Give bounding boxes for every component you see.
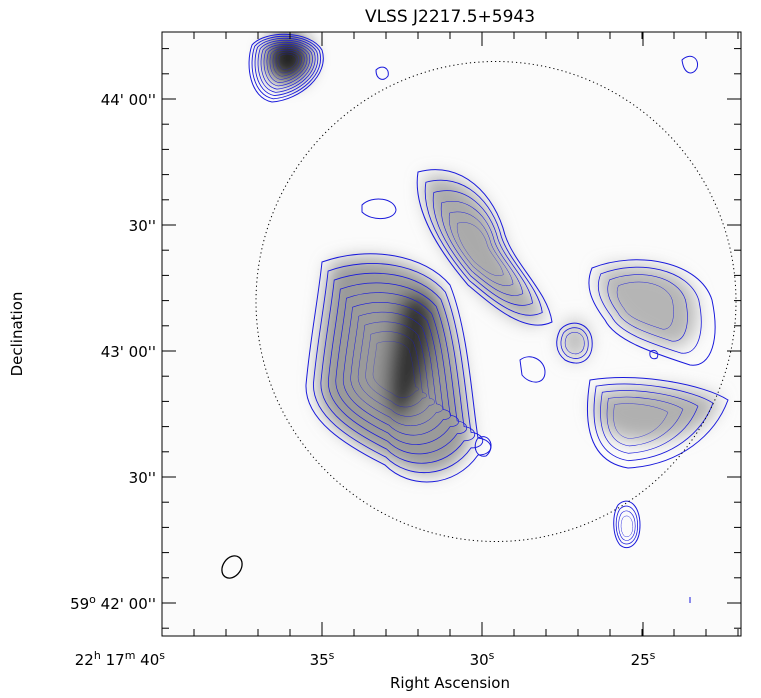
tick-label-sup: s [489, 649, 495, 662]
contour [440, 201, 524, 296]
contour [613, 403, 669, 439]
y-axis-label: Declination [8, 292, 26, 377]
beam [221, 555, 243, 579]
title: VLSS J2217.5+5943 [365, 7, 535, 27]
tick-label-part: 40 [135, 651, 159, 669]
tick-label-part: 35 [310, 651, 329, 669]
contour [649, 349, 659, 360]
contour [620, 515, 634, 538]
contour [432, 190, 533, 306]
frame [161, 31, 742, 637]
contour [257, 39, 316, 93]
contour [327, 282, 468, 455]
tick-label-part: 25 [631, 651, 650, 669]
contour [613, 500, 641, 549]
tick-label-part: 44' 00'' [101, 91, 156, 109]
contour [312, 263, 484, 474]
contours [248, 33, 729, 549]
image [162, 32, 741, 636]
contour [616, 281, 674, 330]
contour [556, 322, 593, 364]
tick-label-sup: s [650, 649, 656, 662]
contour [519, 356, 546, 383]
contour [448, 211, 514, 286]
tick-label: 43' 00'' [101, 343, 156, 361]
tick-label-part: 43' 00'' [101, 343, 156, 361]
contour [607, 274, 688, 342]
contour [474, 436, 492, 457]
tick-label-part: 22 [75, 651, 94, 669]
contour [361, 198, 397, 219]
tick-label-part: 42' 00'' [96, 595, 156, 613]
tick-label-part: 30'' [129, 469, 156, 487]
contour [275, 51, 300, 74]
tick-label: 30s [470, 649, 495, 670]
contour [424, 179, 543, 316]
contour [457, 222, 504, 276]
contour [357, 321, 435, 417]
contour [618, 510, 636, 541]
contour [278, 53, 297, 70]
tick-label-sup: o [89, 593, 96, 606]
contour [615, 505, 639, 545]
contour [335, 292, 460, 445]
x-axis-label: Right Ascension [390, 674, 510, 692]
tick-label: 44' 00'' [101, 91, 156, 109]
contour [365, 331, 427, 408]
contour [251, 35, 322, 100]
contour [342, 302, 451, 436]
contour [269, 47, 305, 80]
contour [597, 266, 702, 354]
tick-label-sup: s [159, 649, 165, 662]
contour [560, 327, 589, 359]
contour [564, 332, 585, 355]
contour [350, 311, 443, 426]
contour [320, 272, 476, 464]
contour [266, 45, 308, 83]
contour [254, 37, 319, 96]
tick-label: 22h 17m 40s [75, 649, 166, 670]
contour [260, 41, 313, 90]
tick-label-part: 59 [70, 595, 89, 613]
tick-label-part: 30'' [129, 217, 156, 235]
tick-label: 30'' [129, 217, 156, 235]
tick-label: 30'' [129, 469, 156, 487]
contour [586, 377, 729, 469]
contour [375, 66, 389, 80]
tick-label: 59o 42' 00'' [70, 593, 156, 614]
contour [305, 253, 492, 483]
contour [248, 33, 324, 103]
contour [416, 169, 553, 326]
contour [606, 396, 684, 447]
contour [593, 383, 714, 462]
contour [272, 49, 302, 77]
tick-label-part: 17 [101, 651, 125, 669]
contour [372, 341, 419, 398]
contour [263, 43, 311, 87]
contour [588, 259, 716, 366]
contour [681, 55, 699, 74]
contour [600, 390, 699, 454]
tick-label: 25s [631, 649, 656, 670]
tick-label-sup: h [94, 649, 101, 662]
tick-label-part: 30 [470, 651, 489, 669]
tick-label-sup: s [329, 649, 335, 662]
dotted-circle [255, 61, 737, 542]
tick-label-sup: m [125, 649, 136, 662]
tick-label: 35s [310, 649, 335, 670]
